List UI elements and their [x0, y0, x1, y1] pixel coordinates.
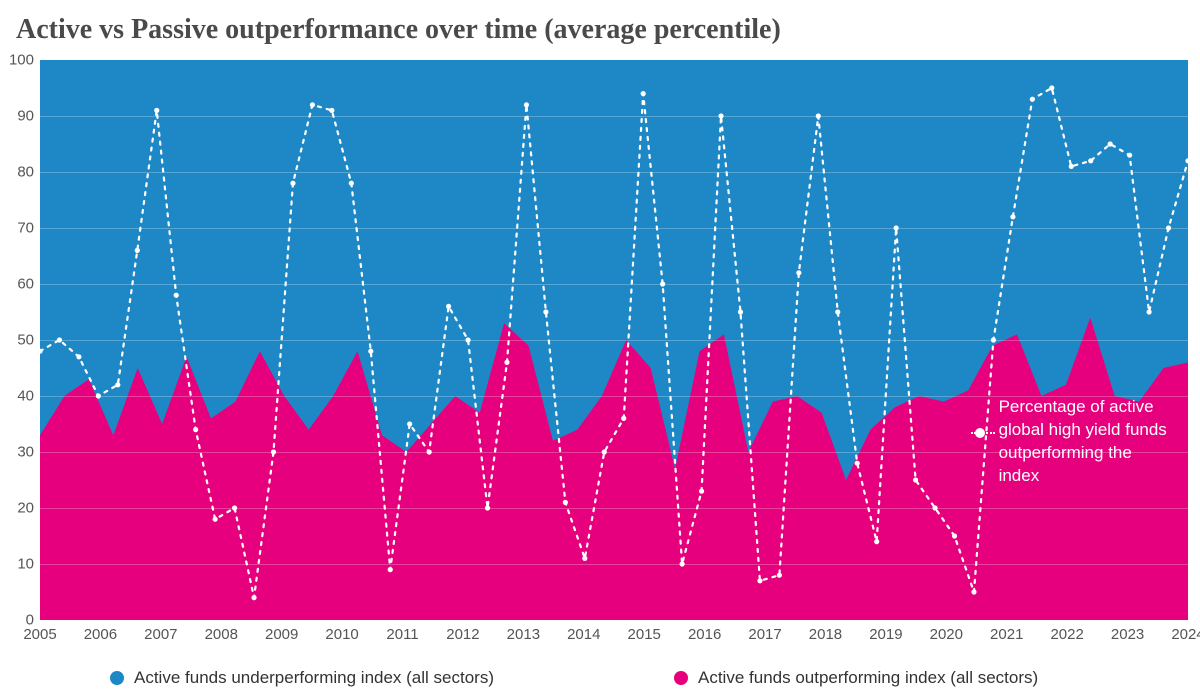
gridline — [40, 284, 1188, 285]
y-tick-label: 90 — [0, 108, 34, 125]
line-marker — [154, 108, 159, 113]
line-marker — [76, 354, 81, 359]
line-marker — [1069, 164, 1074, 169]
legend-bottom: Active funds underperforming index (all … — [0, 668, 1200, 688]
swatch-blue — [110, 671, 124, 685]
line-marker-icon — [971, 432, 995, 434]
line-marker — [913, 477, 918, 482]
x-tick-label: 2011 — [386, 626, 418, 643]
chart-area: 0102030405060708090100 20052006200720082… — [40, 60, 1188, 620]
line-marker — [796, 270, 801, 275]
line-marker — [1146, 309, 1151, 314]
x-tick-label: 2006 — [84, 626, 117, 643]
line-marker — [388, 567, 393, 572]
x-tick-label: 2023 — [1111, 626, 1144, 643]
y-tick-label: 30 — [0, 444, 34, 461]
line-marker — [251, 595, 256, 600]
line-marker — [1010, 214, 1015, 219]
legend-label: Active funds underperforming index (all … — [134, 668, 494, 688]
line-marker — [115, 382, 120, 387]
x-tick-label: 2010 — [325, 626, 358, 643]
line-marker — [835, 309, 840, 314]
x-tick-label: 2014 — [567, 626, 600, 643]
line-marker — [193, 427, 198, 432]
line-marker — [1127, 153, 1132, 158]
line-marker — [777, 573, 782, 578]
x-tick-label: 2021 — [990, 626, 1023, 643]
x-tick-label: 2012 — [446, 626, 479, 643]
line-marker — [757, 578, 762, 583]
gridline — [40, 508, 1188, 509]
legend-item-underperforming: Active funds underperforming index (all … — [110, 668, 494, 688]
line-marker — [563, 500, 568, 505]
x-tick-label: 2024 — [1171, 626, 1200, 643]
line-marker — [582, 556, 587, 561]
y-tick-label: 50 — [0, 332, 34, 349]
line-marker — [874, 539, 879, 544]
line-marker — [1108, 141, 1113, 146]
gridline — [40, 172, 1188, 173]
y-tick-label: 20 — [0, 500, 34, 517]
inline-legend-text: Percentage of active global high yield f… — [999, 397, 1167, 485]
line-marker — [349, 181, 354, 186]
inline-legend-line: Percentage of active global high yield f… — [999, 396, 1169, 488]
x-tick-label: 2018 — [809, 626, 842, 643]
line-marker — [310, 102, 315, 107]
line-marker — [174, 293, 179, 298]
legend-label: Active funds outperforming index (all se… — [698, 668, 1038, 688]
y-tick-label: 70 — [0, 220, 34, 237]
line-marker — [1049, 85, 1054, 90]
line-marker — [1030, 97, 1035, 102]
x-tick-label: 2019 — [869, 626, 902, 643]
line-marker — [446, 304, 451, 309]
line-marker — [213, 517, 218, 522]
gridline — [40, 228, 1188, 229]
line-marker — [543, 309, 548, 314]
line-marker — [504, 360, 509, 365]
line-marker — [368, 349, 373, 354]
x-tick-label: 2013 — [507, 626, 540, 643]
line-marker — [699, 489, 704, 494]
swatch-pink — [674, 671, 688, 685]
gridline — [40, 564, 1188, 565]
x-tick-label: 2009 — [265, 626, 298, 643]
line-marker — [621, 416, 626, 421]
line-marker — [329, 108, 334, 113]
line-marker — [290, 181, 295, 186]
line-marker — [952, 533, 957, 538]
line-marker — [855, 461, 860, 466]
y-tick-label: 10 — [0, 556, 34, 573]
line-marker — [524, 102, 529, 107]
line-marker — [1088, 158, 1093, 163]
x-tick-label: 2020 — [930, 626, 963, 643]
gridline — [40, 116, 1188, 117]
y-tick-label: 40 — [0, 388, 34, 405]
line-marker — [641, 91, 646, 96]
line-marker — [135, 248, 140, 253]
x-tick-label: 2007 — [144, 626, 177, 643]
gridline — [40, 340, 1188, 341]
line-marker — [971, 589, 976, 594]
x-tick-label: 2017 — [748, 626, 781, 643]
line-marker — [407, 421, 412, 426]
legend-item-outperforming: Active funds outperforming index (all se… — [674, 668, 1038, 688]
x-tick-label: 2022 — [1050, 626, 1083, 643]
x-tick-label: 2016 — [688, 626, 721, 643]
y-tick-label: 100 — [0, 52, 34, 69]
x-tick-label: 2005 — [23, 626, 56, 643]
x-tick-label: 2015 — [628, 626, 661, 643]
line-marker — [738, 309, 743, 314]
y-tick-label: 80 — [0, 164, 34, 181]
chart-title: Active vs Passive outperformance over ti… — [0, 0, 1200, 46]
y-tick-label: 60 — [0, 276, 34, 293]
x-tick-label: 2008 — [205, 626, 238, 643]
